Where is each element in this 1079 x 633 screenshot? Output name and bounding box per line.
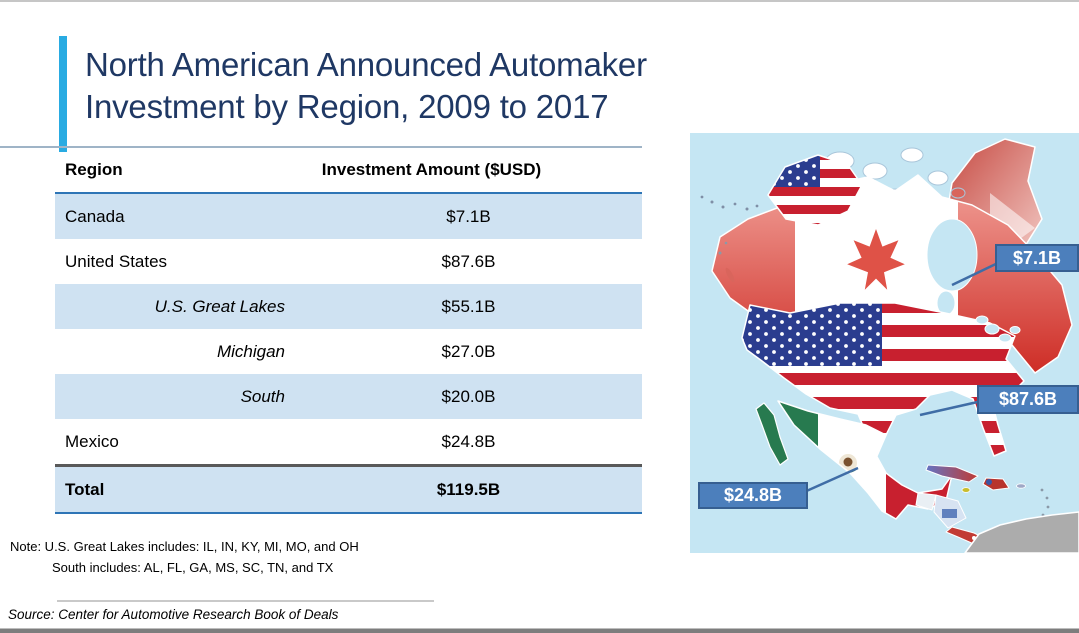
table-row: Michigan $27.0B	[55, 329, 642, 374]
title-divider	[0, 146, 642, 148]
callout-mexico-label: $24.8B	[723, 485, 783, 505]
page-title-line1: North American Announced Automaker	[85, 46, 647, 83]
table-row: Mexico $24.8B	[55, 419, 642, 464]
amount-cell: $20.0B	[441, 386, 496, 406]
header-region: Region	[65, 160, 123, 179]
map-hudson-bay	[926, 218, 978, 292]
total-amount: $119.5B	[436, 479, 501, 499]
investment-table: Region Investment Amount ($USD) Canada $…	[55, 148, 642, 514]
callout-canada: $7.1B	[995, 244, 1079, 272]
footnote: Note: U.S. Great Lakes includes: IL, IN,…	[10, 536, 359, 578]
page-title: North American Announced Automaker Inves…	[85, 44, 647, 128]
callout-united-states: $87.6B	[977, 385, 1079, 414]
callout-canada-label: $7.1B	[1012, 247, 1062, 268]
callout-united-states-label: $87.6B	[998, 389, 1058, 409]
source-divider	[57, 600, 434, 602]
table-row: U.S. Great Lakes $55.1B	[55, 284, 642, 329]
map-jamaica	[961, 487, 971, 493]
map-caribbean	[925, 464, 1050, 517]
map-aleutians	[700, 195, 759, 211]
amount-cell: $55.1B	[441, 296, 496, 316]
callout-connector-lines	[801, 260, 1001, 495]
table-total-row: Total $119.5B	[55, 464, 642, 514]
map-cuba	[925, 464, 979, 483]
source-text: Source: Center for Automotive Research B…	[8, 607, 339, 622]
north-america-map: $7.1B $87.6B $24.8B	[690, 133, 1079, 553]
footnote-line1: Note: U.S. Great Lakes includes: IL, IN,…	[10, 539, 359, 554]
region-cell: U.S. Great Lakes	[154, 296, 285, 316]
header-amount: Investment Amount ($USD)	[321, 160, 542, 179]
callout-mexico: $24.8B	[698, 482, 808, 509]
table-row: South $20.0B	[55, 374, 642, 419]
map-puerto-rico	[1016, 483, 1026, 489]
page-title-line2: Investment by Region, 2009 to 2017	[85, 88, 609, 125]
region-cell: Mexico	[65, 431, 119, 451]
slide-top-border	[0, 0, 1079, 2]
amount-cell: $24.8B	[441, 431, 496, 451]
map-great-lakes	[975, 315, 1021, 343]
slide-bottom-border	[0, 628, 1079, 633]
table-row: United States $87.6B	[55, 239, 642, 284]
title-accent-bar	[59, 36, 67, 152]
amount-cell: $87.6B	[441, 251, 496, 271]
total-label: Total	[65, 479, 105, 499]
amount-cell: $27.0B	[441, 341, 496, 361]
region-cell: United States	[65, 251, 168, 271]
region-cell: South	[240, 386, 285, 406]
map-south-america	[964, 511, 1079, 553]
region-cell: Canada	[65, 206, 125, 226]
table-header-row: Region Investment Amount ($USD)	[55, 148, 642, 194]
footnote-line2: South includes: AL, FL, GA, MS, SC, TN, …	[52, 560, 334, 575]
amount-cell: $7.1B	[446, 206, 491, 226]
region-cell: Michigan	[216, 341, 285, 361]
table-row: Canada $7.1B	[55, 194, 642, 239]
